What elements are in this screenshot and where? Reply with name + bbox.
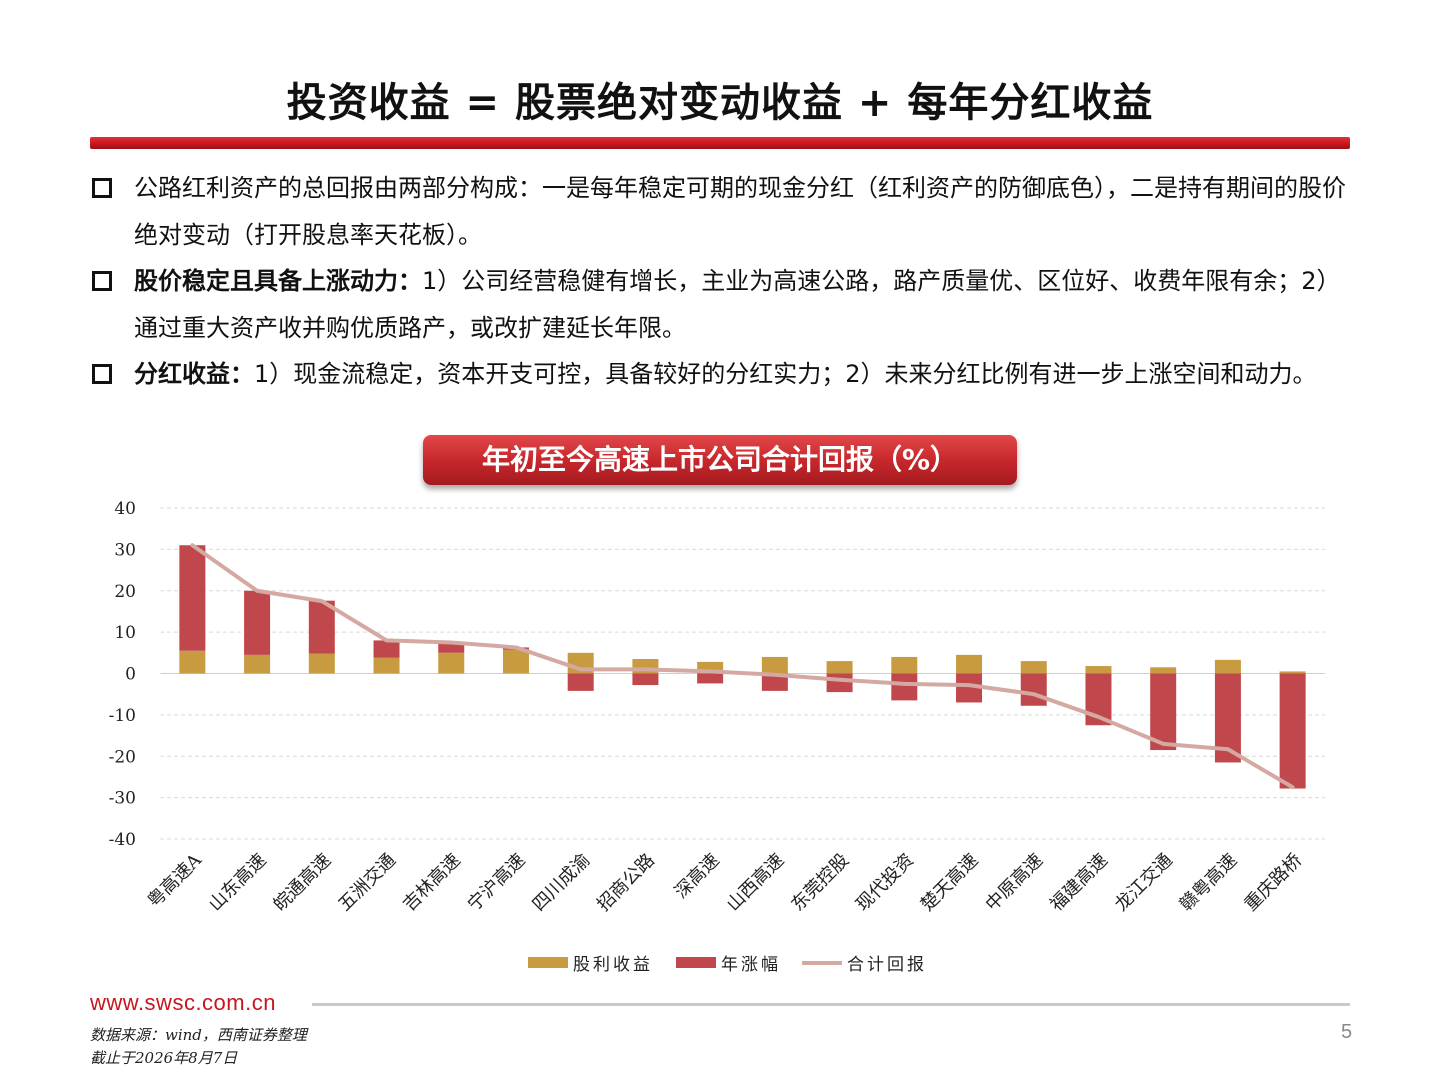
dividend-bar — [891, 656, 918, 674]
x-category-label: 山西高速 — [723, 850, 789, 916]
y-tick-label: -30 — [109, 789, 136, 809]
x-category-label: 宁沪高速 — [464, 850, 530, 916]
bullet-text: 公路红利资产的总回报由两部分构成：一是每年稳定可期的现金分红（红利资产的防御底色… — [134, 174, 1346, 249]
x-category-label: 四川成渝 — [528, 850, 594, 916]
dividend-bar — [956, 654, 983, 674]
y-tick-label: -40 — [109, 830, 136, 850]
legend-price-change-label: 年涨幅 — [721, 955, 781, 975]
price-change-bar — [179, 545, 206, 651]
x-category-label: 福建高速 — [1046, 850, 1112, 916]
dividend-bar — [697, 661, 724, 674]
legend-price-change-swatch — [676, 957, 716, 968]
dividend-bar — [373, 657, 400, 674]
x-category-label: 山东高速 — [205, 850, 271, 916]
x-category-label: 粤高速A — [144, 849, 207, 912]
y-tick-label: -10 — [109, 706, 136, 726]
price-change-bar — [567, 673, 594, 691]
bullet-item-2: 股价稳定且具备上涨动力：1）公司经营稳健有增长，主业为高速公路，路产质量优、区位… — [90, 258, 1352, 352]
x-category-label: 招商公路 — [593, 850, 659, 916]
dividend-bar — [502, 649, 529, 674]
price-change-bar — [826, 673, 853, 693]
page-title: 投资收益 = 股票绝对变动收益 + 每年分红收益 — [286, 80, 1154, 126]
bullet-item-1: 公路红利资产的总回报由两部分构成：一是每年稳定可期的现金分红（红利资产的防御底色… — [90, 165, 1352, 259]
dividend-bar — [1020, 661, 1047, 674]
x-category-label: 龙江交通 — [1111, 850, 1177, 916]
checkbox-square-icon — [92, 364, 112, 384]
price-change-bar — [1150, 673, 1177, 751]
data-source: 数据来源：wind，西南证券整理 截止于2026年8月7日 — [90, 1024, 307, 1070]
dividend-bar — [826, 661, 853, 674]
bullet-text: 1）现金流稳定，资本开支可控，具备较好的分红实力；2）未来分红比例有进一步上涨空… — [254, 360, 1317, 388]
y-tick-label: 40 — [114, 499, 136, 519]
dividend-bar — [761, 656, 788, 674]
x-category-label: 五洲交通 — [334, 850, 400, 916]
price-change-bar — [761, 673, 788, 691]
legend-dividend-label: 股利收益 — [573, 955, 653, 975]
price-change-bar — [697, 673, 724, 684]
footer-url: www.swsc.com.cn — [90, 990, 276, 1015]
dividend-bar — [308, 653, 335, 674]
x-category-label: 楚天高速 — [917, 850, 983, 916]
y-tick-label: 10 — [114, 623, 136, 643]
legend-total-return-label: 合计回报 — [847, 955, 927, 975]
dividend-bar — [1279, 671, 1306, 674]
dividend-bar — [1085, 666, 1112, 674]
bullet-item-3: 分红收益：1）现金流稳定，资本开支可控，具备较好的分红实力；2）未来分红比例有进… — [90, 351, 1352, 398]
x-category-label: 重庆路桥 — [1240, 850, 1306, 916]
dividend-bar — [1150, 667, 1177, 674]
returns-chart: 40 30 20 10 0 -10 -20 -30 -40 粤高速A山东高速皖通高速五洲交通吉林高… — [109, 499, 1325, 975]
dividend-bar — [179, 650, 206, 674]
title-underline-bar — [90, 137, 1350, 149]
y-tick-label: 30 — [114, 540, 136, 560]
price-change-bar — [438, 642, 465, 653]
bullet-heading: 股价稳定且具备上涨动力： — [134, 267, 422, 295]
bullet-text: 1）公司经营稳健有增长，主业为高速公路，路产质量优、区位好、收费年限有余；2）通… — [134, 267, 1341, 342]
chart-title-banner: 年初至今高速上市公司合计回报（%） — [423, 435, 1017, 485]
source-line: 数据来源：wind，西南证券整理 — [90, 1026, 307, 1044]
x-category-label: 吉林高速 — [399, 850, 465, 916]
dividend-bar — [244, 654, 271, 674]
x-category-label: 现代投资 — [852, 850, 918, 916]
y-tick-label: 0 — [125, 665, 136, 685]
price-change-bar — [308, 600, 335, 654]
checkbox-square-icon — [92, 271, 112, 291]
x-category-label: 皖通高速 — [270, 850, 336, 916]
x-category-label: 赣粤高速 — [1176, 850, 1242, 916]
bullet-heading: 分红收益： — [134, 360, 254, 388]
price-change-bar — [373, 640, 400, 658]
x-category-label: 深高速 — [671, 850, 724, 903]
y-tick-label: -20 — [109, 747, 136, 767]
price-change-bar — [1279, 673, 1306, 789]
price-change-bar — [632, 673, 659, 686]
total-return-line — [190, 543, 1295, 790]
y-tick-label: 20 — [114, 582, 136, 602]
checkbox-square-icon — [92, 178, 112, 198]
page-number: 5 — [1341, 1021, 1353, 1043]
footer-divider — [312, 1003, 1350, 1006]
bullet-list: 公路红利资产的总回报由两部分构成：一是每年稳定可期的现金分红（红利资产的防御底色… — [90, 165, 1352, 397]
price-change-bar — [891, 673, 918, 701]
price-change-bar — [244, 590, 271, 655]
dividend-bar — [1214, 659, 1241, 674]
price-change-bar — [1020, 673, 1047, 706]
date-line: 截止于2026年8月7日 — [90, 1049, 238, 1067]
x-category-label: 中原高速 — [982, 850, 1048, 916]
x-category-label: 东莞控股 — [787, 850, 853, 916]
dividend-bar — [438, 652, 465, 674]
legend-dividend-swatch — [528, 957, 568, 968]
